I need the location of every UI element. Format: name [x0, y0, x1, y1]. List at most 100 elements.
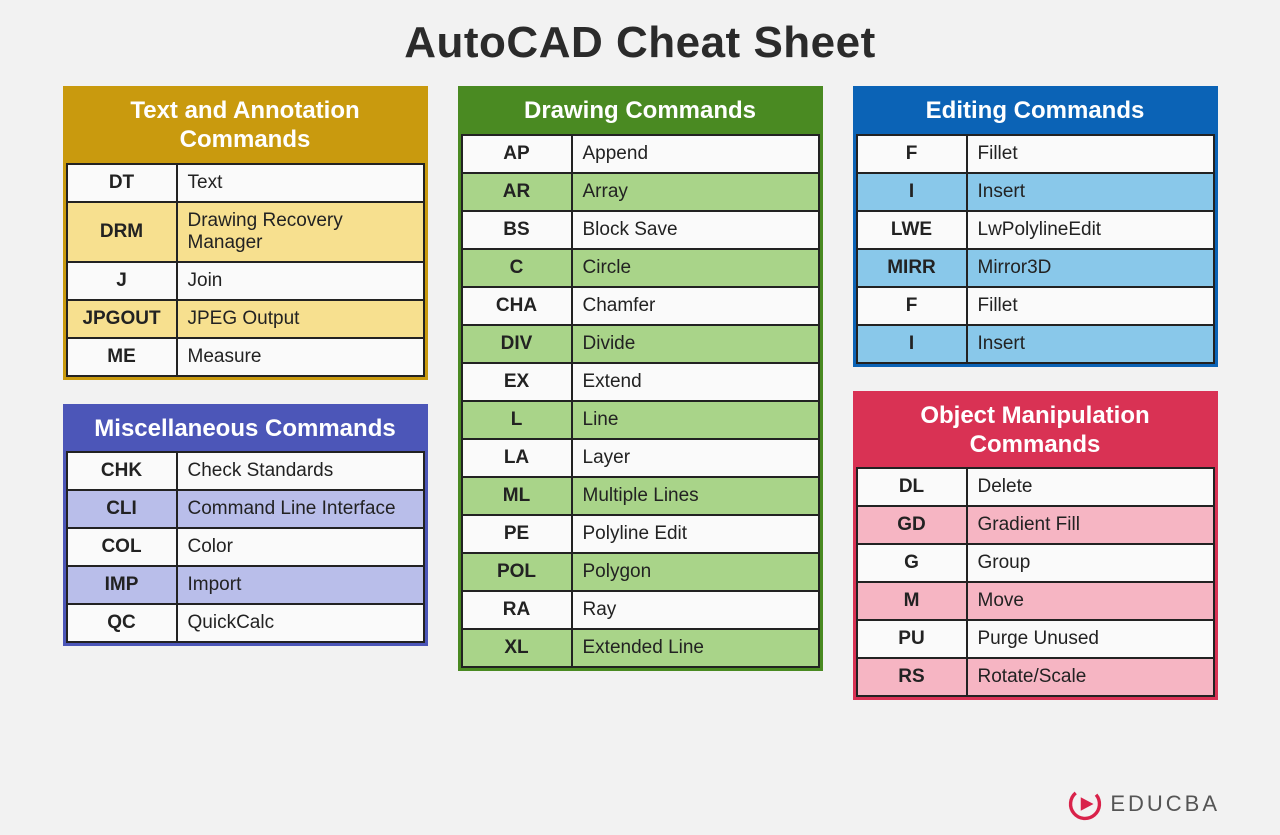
command-desc: Insert [967, 173, 1214, 211]
table-row: IInsert [857, 173, 1214, 211]
table-row: MMove [857, 582, 1214, 620]
command-desc: Mirror3D [967, 249, 1214, 287]
brand-logo: EDUCBA [1068, 787, 1220, 821]
command-desc: Join [177, 262, 424, 300]
command-code: XL [462, 629, 572, 667]
command-table: APAppendARArrayBSBlock SaveCCircleCHACha… [461, 134, 820, 668]
command-code: CHA [462, 287, 572, 325]
layout-columns: Text and Annotation Commands DTTextDRMDr… [60, 86, 1220, 700]
table-row: RSRotate/Scale [857, 658, 1214, 696]
command-desc: Block Save [572, 211, 819, 249]
table-row: FFillet [857, 287, 1214, 325]
section-header: Text and Annotation Commands [66, 89, 425, 163]
table-row: GDGradient Fill [857, 506, 1214, 544]
command-code: C [462, 249, 572, 287]
command-desc: Ray [572, 591, 819, 629]
table-row: JJoin [67, 262, 424, 300]
table-row: QCQuickCalc [67, 604, 424, 642]
section-header: Editing Commands [856, 89, 1215, 134]
command-desc: Extended Line [572, 629, 819, 667]
table-row: ARArray [462, 173, 819, 211]
command-desc: JPEG Output [177, 300, 424, 338]
command-desc: Polyline Edit [572, 515, 819, 553]
command-table: FFilletIInsertLWELwPolylineEditMIRRMirro… [856, 134, 1215, 364]
command-code: GD [857, 506, 967, 544]
command-code: I [857, 173, 967, 211]
command-code: ML [462, 477, 572, 515]
table-row: EXExtend [462, 363, 819, 401]
command-desc: Purge Unused [967, 620, 1214, 658]
table-row: DIVDivide [462, 325, 819, 363]
command-desc: Chamfer [572, 287, 819, 325]
command-table: DLDeleteGDGradient FillGGroupMMovePUPurg… [856, 467, 1215, 697]
command-code: DT [67, 164, 177, 202]
table-row: BSBlock Save [462, 211, 819, 249]
command-desc: Line [572, 401, 819, 439]
command-code: F [857, 135, 967, 173]
table-row: APAppend [462, 135, 819, 173]
command-desc: Layer [572, 439, 819, 477]
command-desc: Rotate/Scale [967, 658, 1214, 696]
page-title: AutoCAD Cheat Sheet [60, 18, 1220, 68]
command-desc: Circle [572, 249, 819, 287]
command-code: M [857, 582, 967, 620]
command-code: EX [462, 363, 572, 401]
educba-icon [1068, 787, 1102, 821]
table-row: DLDelete [857, 468, 1214, 506]
table-row: MLMultiple Lines [462, 477, 819, 515]
table-row: DRMDrawing Recovery Manager [67, 202, 424, 262]
section-text-annotation: Text and Annotation Commands DTTextDRMDr… [63, 86, 428, 380]
table-row: XLExtended Line [462, 629, 819, 667]
command-code: L [462, 401, 572, 439]
table-row: IInsert [857, 325, 1214, 363]
table-row: CHAChamfer [462, 287, 819, 325]
command-desc: Measure [177, 338, 424, 376]
command-code: LA [462, 439, 572, 477]
command-desc: Array [572, 173, 819, 211]
section-drawing: Drawing Commands APAppendARArrayBSBlock … [458, 86, 823, 671]
command-desc: Polygon [572, 553, 819, 591]
table-row: LWELwPolylineEdit [857, 211, 1214, 249]
table-row: MIRRMirror3D [857, 249, 1214, 287]
command-code: ME [67, 338, 177, 376]
section-header: Drawing Commands [461, 89, 820, 134]
command-code: DRM [67, 202, 177, 262]
command-desc: Divide [572, 325, 819, 363]
table-row: RARay [462, 591, 819, 629]
command-desc: Move [967, 582, 1214, 620]
table-row: CLICommand Line Interface [67, 490, 424, 528]
table-row: CHKCheck Standards [67, 452, 424, 490]
section-misc: Miscellaneous Commands CHKCheck Standard… [63, 404, 428, 647]
command-code: JPGOUT [67, 300, 177, 338]
command-code: I [857, 325, 967, 363]
command-desc: Color [177, 528, 424, 566]
command-code: CLI [67, 490, 177, 528]
section-header: Miscellaneous Commands [66, 407, 425, 452]
command-desc: Drawing Recovery Manager [177, 202, 424, 262]
table-row: LLine [462, 401, 819, 439]
section-header: Object Manipulation Commands [856, 394, 1215, 468]
command-desc: Delete [967, 468, 1214, 506]
command-code: MIRR [857, 249, 967, 287]
column-left: Text and Annotation Commands DTTextDRMDr… [63, 86, 428, 700]
command-code: LWE [857, 211, 967, 249]
command-desc: Text [177, 164, 424, 202]
table-row: GGroup [857, 544, 1214, 582]
command-code: DL [857, 468, 967, 506]
command-desc: QuickCalc [177, 604, 424, 642]
command-code: PE [462, 515, 572, 553]
command-code: RS [857, 658, 967, 696]
command-code: POL [462, 553, 572, 591]
section-object-manip: Object Manipulation Commands DLDeleteGDG… [853, 391, 1218, 701]
table-row: POLPolygon [462, 553, 819, 591]
command-table: DTTextDRMDrawing Recovery ManagerJJoinJP… [66, 163, 425, 377]
command-code: DIV [462, 325, 572, 363]
table-row: DTText [67, 164, 424, 202]
command-code: BS [462, 211, 572, 249]
command-desc: Import [177, 566, 424, 604]
command-desc: LwPolylineEdit [967, 211, 1214, 249]
command-code: CHK [67, 452, 177, 490]
table-row: JPGOUTJPEG Output [67, 300, 424, 338]
table-row: IMPImport [67, 566, 424, 604]
table-row: PEPolyline Edit [462, 515, 819, 553]
